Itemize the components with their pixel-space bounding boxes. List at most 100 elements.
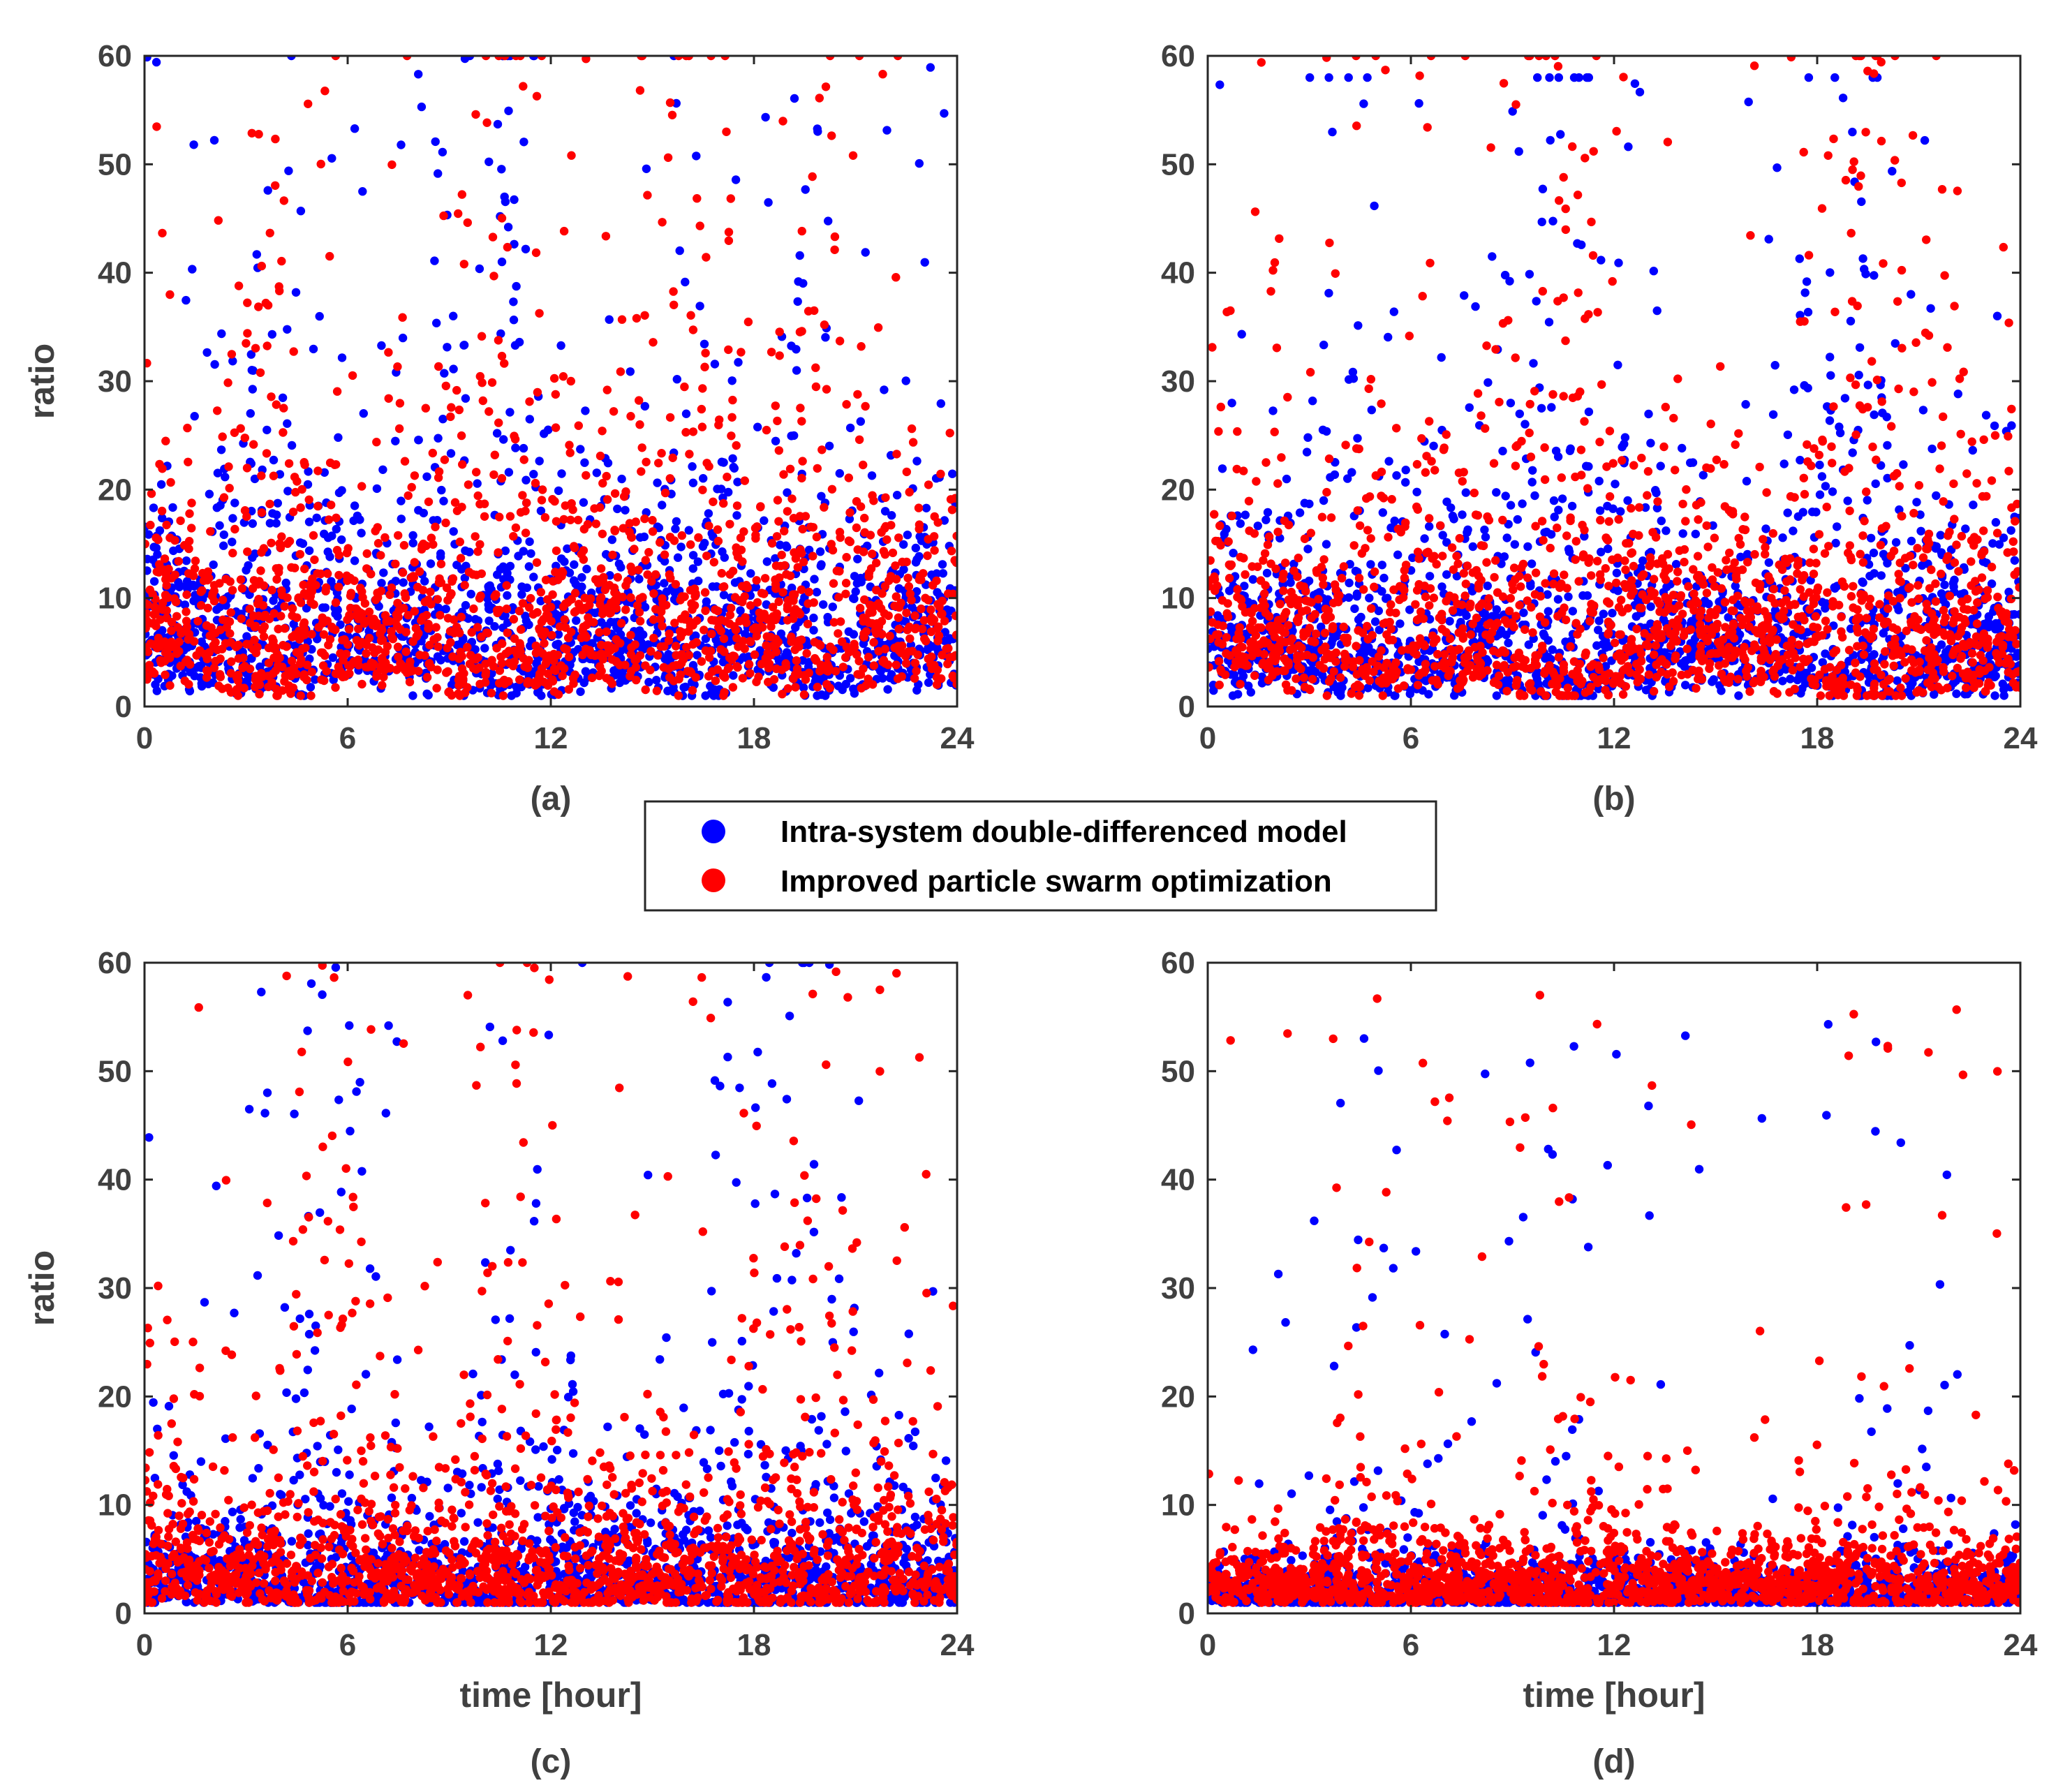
data-point — [1227, 399, 1236, 408]
data-point — [391, 616, 400, 626]
data-point — [252, 250, 261, 259]
data-point — [1918, 561, 1927, 570]
data-point — [880, 644, 890, 653]
data-point — [1513, 515, 1522, 524]
data-point — [221, 473, 230, 482]
data-point — [1528, 466, 1537, 475]
data-point — [1932, 491, 1941, 501]
data-point — [168, 671, 177, 680]
data-point — [402, 56, 412, 61]
data-point — [1384, 332, 1393, 342]
data-point — [671, 524, 680, 533]
data-point — [1604, 544, 1613, 554]
data-point — [1328, 127, 1337, 137]
data-point — [505, 512, 515, 521]
data-point — [167, 574, 176, 583]
data-point — [644, 677, 653, 687]
data-point — [256, 566, 265, 575]
data-point — [1678, 529, 1687, 538]
data-point — [461, 688, 470, 697]
data-point — [433, 633, 442, 642]
data-point — [610, 526, 619, 535]
data-point — [1798, 508, 1807, 517]
data-point — [823, 612, 832, 622]
data-point — [322, 583, 331, 592]
data-point — [511, 443, 520, 452]
data-point — [468, 570, 478, 579]
data-point — [821, 333, 830, 342]
data-point — [477, 332, 487, 341]
data-point — [360, 619, 369, 628]
data-point — [1594, 616, 1604, 626]
data-point — [206, 527, 215, 536]
data-point — [669, 287, 678, 296]
data-point — [190, 672, 199, 681]
data-point — [471, 110, 480, 119]
data-point — [340, 635, 349, 644]
data-point — [773, 416, 782, 426]
data-point — [601, 232, 611, 241]
data-point — [793, 563, 803, 572]
data-point — [484, 407, 494, 416]
data-point — [378, 465, 387, 474]
data-point — [817, 690, 827, 700]
data-point — [723, 473, 732, 482]
data-point — [1646, 602, 1655, 612]
data-point — [774, 597, 783, 607]
data-point — [517, 625, 526, 634]
data-point — [422, 541, 431, 550]
data-point — [887, 511, 896, 520]
data-point — [357, 637, 367, 647]
data-point — [1564, 592, 1573, 601]
data-point — [1826, 353, 1835, 362]
data-point — [1796, 311, 1805, 320]
data-point — [503, 591, 512, 600]
data-point — [812, 533, 822, 542]
data-point — [704, 522, 713, 531]
data-point — [1825, 416, 1835, 425]
data-point — [443, 644, 452, 653]
data-point — [278, 591, 287, 600]
data-point — [379, 568, 388, 577]
data-point — [835, 336, 845, 346]
data-point — [1734, 691, 1743, 700]
data-point — [746, 669, 755, 678]
data-point — [385, 590, 394, 600]
data-point — [940, 616, 949, 626]
data-point — [691, 673, 700, 682]
data-point — [316, 569, 325, 579]
data-point — [359, 409, 368, 418]
data-point — [804, 599, 813, 608]
data-point — [1546, 135, 1555, 145]
data-point — [907, 424, 917, 434]
data-point — [542, 610, 552, 619]
data-point — [695, 302, 704, 311]
data-point — [377, 341, 386, 350]
data-point — [219, 541, 228, 550]
data-point — [635, 616, 645, 626]
data-point — [170, 643, 180, 653]
data-point — [921, 593, 930, 602]
data-point — [274, 282, 283, 291]
data-point — [480, 644, 489, 653]
data-point — [249, 612, 258, 621]
data-point — [753, 598, 762, 607]
data-point — [796, 545, 805, 554]
data-point — [414, 436, 423, 445]
data-point — [856, 502, 866, 511]
data-point — [617, 667, 627, 676]
data-point — [512, 682, 521, 692]
data-point — [537, 56, 547, 61]
data-point — [760, 516, 769, 525]
data-point — [331, 683, 340, 692]
data-point — [500, 359, 509, 368]
data-point — [481, 659, 490, 669]
data-point — [318, 661, 328, 670]
data-point — [894, 613, 903, 622]
data-point — [664, 664, 673, 674]
x-tick-label: 24 — [940, 721, 975, 755]
data-point — [225, 577, 235, 586]
y-tick-label: 40 — [98, 256, 132, 290]
data-point — [697, 404, 706, 414]
data-point — [238, 663, 247, 672]
